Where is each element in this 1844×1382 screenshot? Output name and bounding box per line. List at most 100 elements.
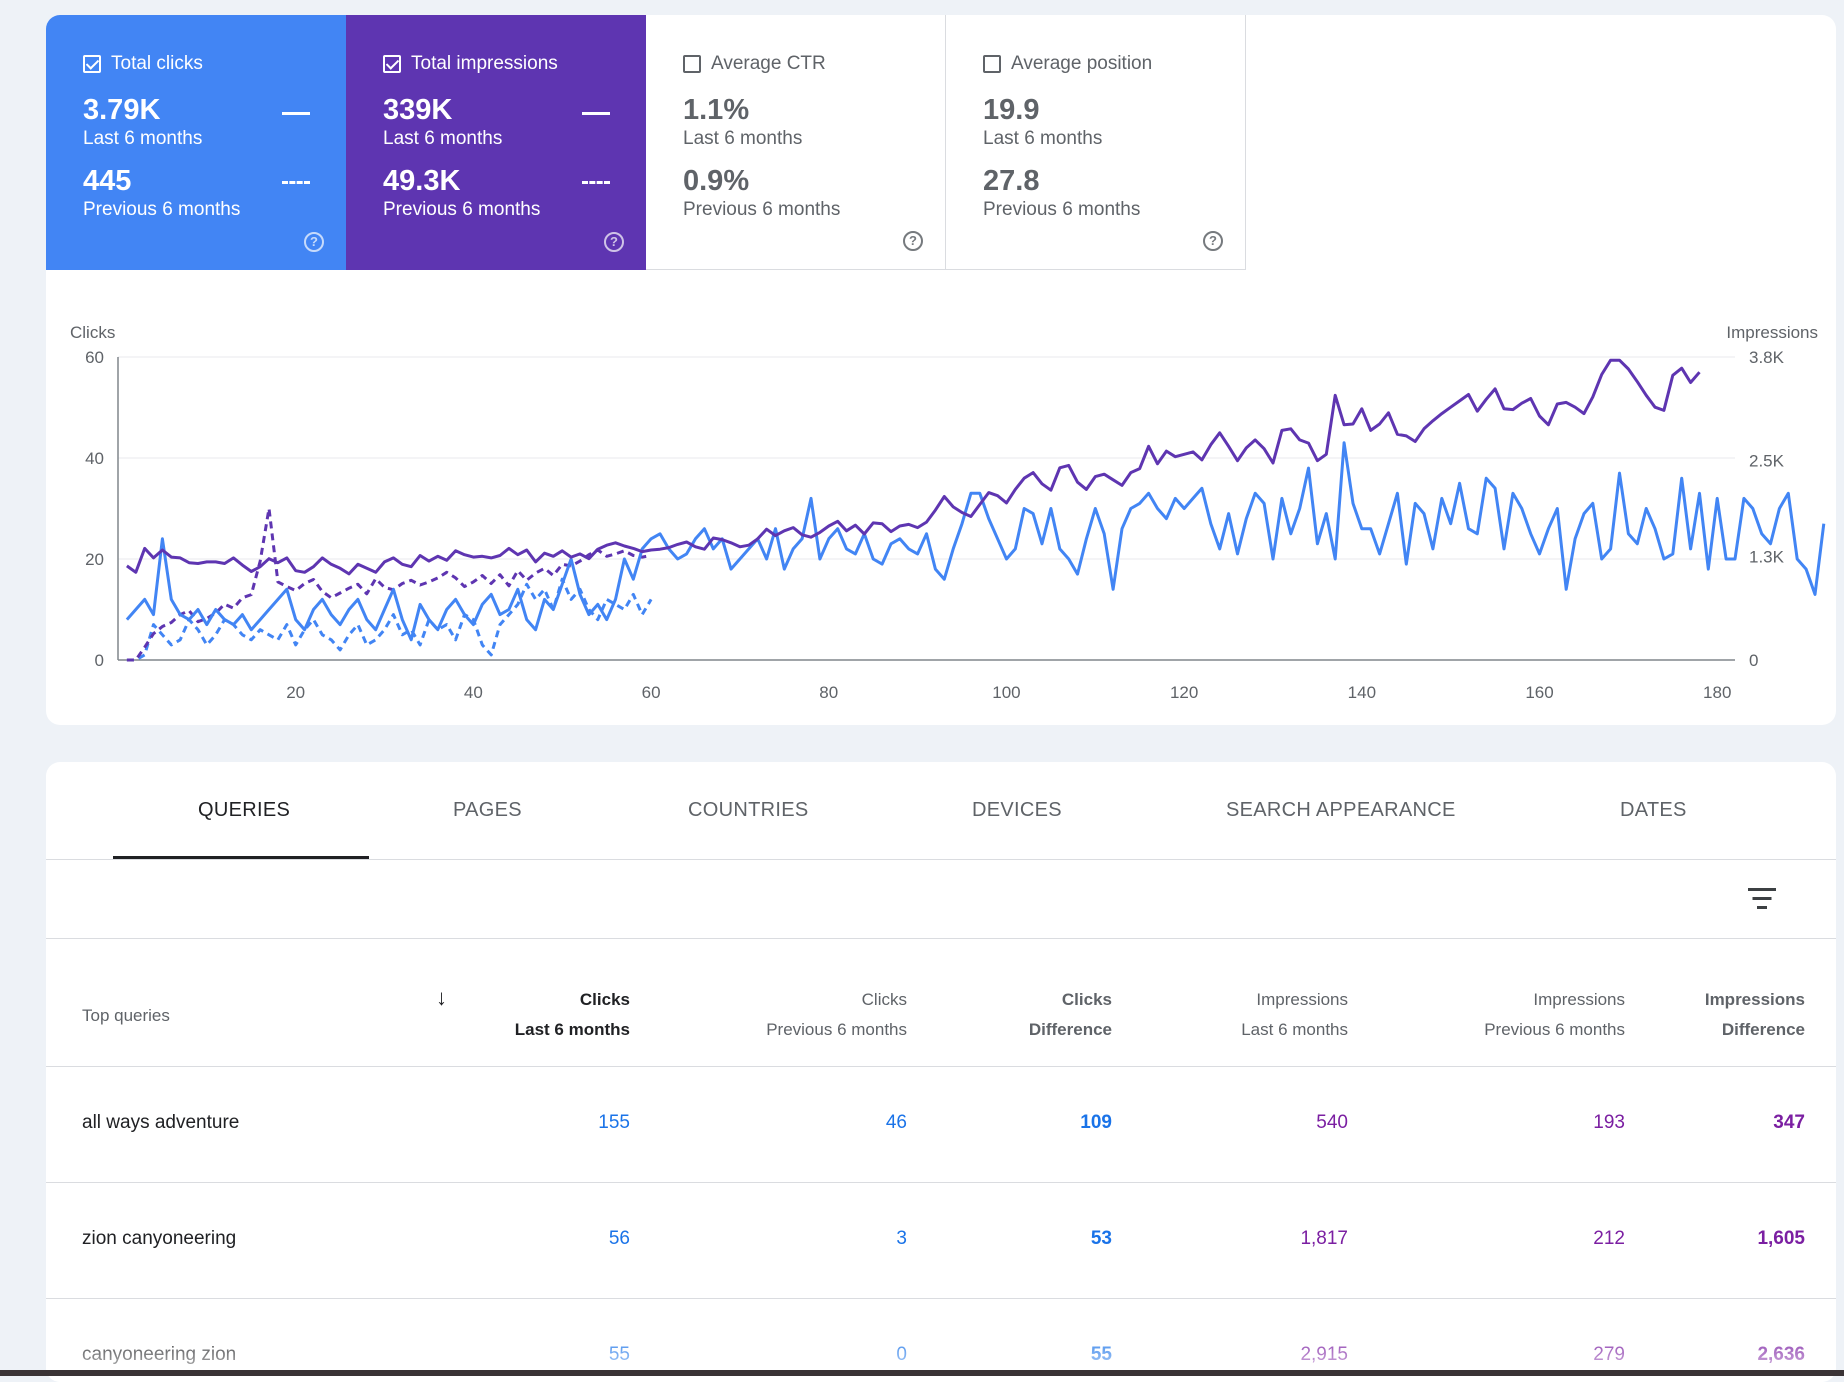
metric-previous-value: 49.3K: [383, 165, 461, 197]
metric-current-period: Last 6 months: [983, 128, 1103, 149]
metric-label: Average position: [1011, 53, 1153, 74]
table-header: Top queries ↓ Clicks Last 6 months Click…: [46, 939, 1836, 1067]
left-tick-label: 20: [85, 550, 104, 569]
table-row[interactable]: all ways adventure 155 46 109 540 193 34…: [46, 1067, 1836, 1183]
tab-devices[interactable]: DEVICES: [972, 799, 1062, 821]
metric-current-value: 339K: [383, 94, 453, 126]
help-icon[interactable]: ?: [1203, 231, 1223, 251]
header-line1: Clicks: [861, 990, 907, 1009]
impressions-last-value: 1,817: [1300, 1228, 1348, 1249]
query-text[interactable]: canyoneering zion: [82, 1344, 237, 1365]
impressions-last-value: 2,915: [1300, 1344, 1348, 1365]
header-line2: Difference: [1028, 1020, 1112, 1039]
metric-previous-period: Previous 6 months: [383, 199, 541, 220]
right-tick-label: 1.3K: [1749, 547, 1785, 566]
clicks-previous-value: 46: [885, 1112, 907, 1133]
impressions-previous-value: 212: [1593, 1228, 1625, 1249]
metric-previous-period: Previous 6 months: [83, 199, 241, 220]
header-line2: Difference: [1721, 1020, 1805, 1039]
clicks-previous-value: 0: [896, 1344, 907, 1365]
metric-card-header: Average CTR: [683, 49, 908, 79]
x-tick-label: 120: [1170, 683, 1198, 702]
dimension-tabs: QUERIES PAGES COUNTRIES DEVICES SEARCH A…: [46, 762, 1836, 860]
help-icon[interactable]: ?: [604, 232, 624, 252]
metric-card-total-impressions[interactable]: Total impressions 339K Last 6 months 49.…: [346, 15, 646, 270]
table-row[interactable]: zion canyoneering 56 3 53 1,817 212 1,60…: [46, 1183, 1836, 1299]
impressions-previous-value: 193: [1593, 1112, 1625, 1133]
arrow-down-icon[interactable]: ↓: [436, 985, 447, 1010]
series-line-clicks-solid: [125, 441, 1826, 642]
metric-label: Total clicks: [111, 53, 203, 74]
right-tick-label: 3.8K: [1749, 348, 1785, 367]
column-header-impressions-difference[interactable]: Impressions Difference: [1705, 985, 1805, 1045]
clicks-difference-value: 109: [1080, 1112, 1112, 1133]
impressions-previous-value: 279: [1593, 1344, 1625, 1365]
dashed-line-legend-icon: [282, 181, 310, 184]
impressions-difference-value: 347: [1773, 1112, 1805, 1133]
clicks-last-value: 155: [598, 1112, 630, 1133]
metric-previous-period: Previous 6 months: [683, 199, 841, 220]
help-icon[interactable]: ?: [903, 231, 923, 251]
tab-dates[interactable]: DATES: [1620, 799, 1687, 821]
header-line1: Clicks: [1061, 990, 1112, 1009]
dashed-line-legend-icon: [582, 181, 610, 184]
x-tick-label: 160: [1525, 683, 1553, 702]
checkbox-unchecked-icon[interactable]: [683, 55, 701, 73]
column-header-impressions-previous[interactable]: Impressions Previous 6 months: [1484, 985, 1625, 1045]
tab-pages[interactable]: PAGES: [453, 799, 522, 821]
column-header-impressions-last[interactable]: Impressions Last 6 months: [1241, 985, 1348, 1045]
metric-label: Total impressions: [411, 53, 558, 74]
metric-current-period: Last 6 months: [83, 128, 203, 149]
performance-chart[interactable]: 60 40 20 0 3.8K 2.5K 1.3K 0 20 40 60 80 100 120 140 160…: [46, 310, 1836, 710]
header-line2: Previous 6 months: [766, 1020, 907, 1039]
metric-previous-value: 27.8: [983, 165, 1040, 197]
checkbox-unchecked-icon[interactable]: [983, 55, 1001, 73]
impressions-difference-value: 1,605: [1757, 1228, 1805, 1249]
metric-card-header: Total impressions: [383, 49, 609, 79]
tab-search-appearance[interactable]: SEARCH APPEARANCE: [1226, 799, 1456, 821]
column-header-clicks-difference[interactable]: Clicks Difference: [1029, 985, 1112, 1045]
filter-icon[interactable]: [1748, 888, 1776, 910]
performance-panel: Total clicks 3.79K Last 6 months 445 Pre…: [46, 15, 1836, 725]
tab-countries[interactable]: COUNTRIES: [688, 799, 809, 821]
query-text[interactable]: zion canyoneering: [82, 1228, 237, 1249]
right-tick-label: 0: [1749, 651, 1758, 670]
clicks-last-value: 55: [608, 1344, 630, 1365]
metric-card-average-ctr[interactable]: Average CTR 1.1% Last 6 months 0.9% Prev…: [646, 15, 946, 270]
help-icon[interactable]: ?: [304, 232, 324, 252]
metric-previous-value: 445: [83, 165, 132, 197]
dimensions-table-panel: QUERIES PAGES COUNTRIES DEVICES SEARCH A…: [46, 762, 1836, 1382]
query-text[interactable]: all ways adventure: [82, 1112, 240, 1133]
clicks-last-value: 56: [608, 1228, 630, 1249]
clicks-difference-value: 53: [1090, 1228, 1112, 1249]
header-line1: Impressions: [1533, 990, 1625, 1009]
column-header-top-queries[interactable]: Top queries: [82, 1006, 170, 1025]
left-tick-label: 40: [85, 449, 104, 468]
metric-card-average-position[interactable]: Average position 19.9 Last 6 months 27.8…: [946, 15, 1246, 270]
header-line2: Previous 6 months: [1484, 1020, 1625, 1039]
solid-line-legend-icon: [582, 112, 610, 115]
active-tab-indicator: [113, 856, 369, 859]
tab-queries[interactable]: QUERIES: [198, 799, 291, 821]
x-tick-label: 20: [286, 683, 305, 702]
series-line-impressions-dashed: [126, 507, 652, 662]
metric-current-period: Last 6 months: [683, 128, 803, 149]
x-tick-label: 40: [464, 683, 483, 702]
checkbox-checked-icon[interactable]: [83, 55, 101, 73]
metric-card-header: Average position: [983, 49, 1208, 79]
metric-card-total-clicks[interactable]: Total clicks 3.79K Last 6 months 445 Pre…: [46, 15, 346, 270]
metric-previous-period: Previous 6 months: [983, 199, 1141, 220]
y-axis-title-left: Clicks: [70, 323, 115, 342]
x-tick-label: 140: [1348, 683, 1376, 702]
clicks-previous-value: 3: [896, 1228, 907, 1249]
checkbox-checked-icon[interactable]: [383, 55, 401, 73]
column-header-clicks-last[interactable]: Clicks Last 6 months: [515, 985, 630, 1045]
header-line2: Last 6 months: [514, 1020, 630, 1039]
column-header-clicks-previous[interactable]: Clicks Previous 6 months: [766, 985, 907, 1045]
metric-label: Average CTR: [711, 53, 826, 74]
right-tick-label: 2.5K: [1749, 452, 1785, 471]
metric-current-value: 3.79K: [83, 94, 161, 126]
table-toolbar: [46, 860, 1836, 939]
metric-current-value: 1.1%: [683, 94, 750, 126]
impressions-last-value: 540: [1316, 1112, 1348, 1133]
